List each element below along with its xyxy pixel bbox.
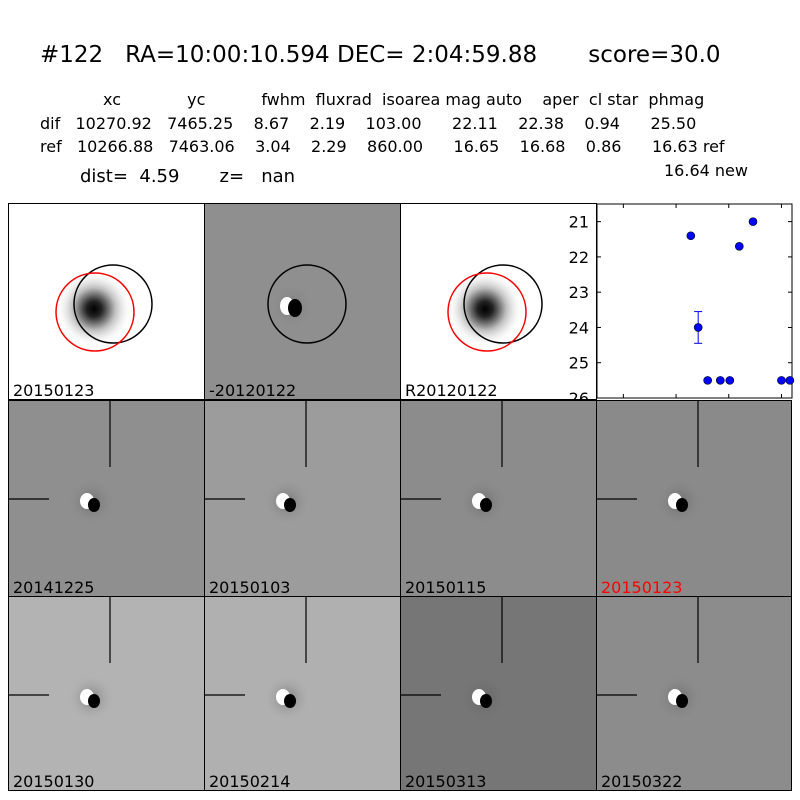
black-aperture-circle xyxy=(73,264,153,344)
panel-date-label: 20150313 xyxy=(405,772,487,791)
data-point xyxy=(703,376,712,385)
column-headers: xc yc fwhm fluxrad isoarea mag auto aper… xyxy=(103,90,705,109)
epoch-cutout-panel: 20150214 xyxy=(204,596,401,791)
panel-date-label: 20150123 xyxy=(13,381,95,400)
data-point xyxy=(777,376,786,385)
epoch-cutout-image xyxy=(401,401,507,526)
epoch-cutout-image xyxy=(9,401,115,526)
data-point xyxy=(785,376,795,385)
new-mag-row: 16.64 new xyxy=(664,161,748,180)
epoch-cutout-panel: 20150115 xyxy=(400,400,597,597)
black-aperture-circle xyxy=(267,264,347,344)
epoch-cutout-image xyxy=(205,597,311,722)
red-aperture-circle xyxy=(55,272,135,352)
epoch-cutout-panel: 20150123 xyxy=(596,400,792,597)
plot-area xyxy=(596,203,793,399)
y-tick-label: 22 xyxy=(569,248,589,267)
epoch-cutout-panel: 20150322 xyxy=(596,596,792,791)
epoch-cutout-panel: 20141225 xyxy=(8,400,205,597)
dipole-negative xyxy=(88,694,100,708)
dipole-negative xyxy=(88,498,100,512)
red-aperture-circle xyxy=(447,272,527,352)
panel-date-label: -20120122 xyxy=(209,381,297,400)
dipole-negative xyxy=(284,694,296,708)
dipole-negative xyxy=(676,694,688,708)
panel-date-label: 20150214 xyxy=(209,772,291,791)
y-tick-label: 21 xyxy=(569,213,589,232)
y-tick-label: 24 xyxy=(569,318,589,337)
panel-date-label: R20120122 xyxy=(405,381,498,400)
epoch-cutout-image xyxy=(401,597,507,722)
panel-date-label: 20141225 xyxy=(13,578,95,597)
y-tick-label: 25 xyxy=(569,354,589,373)
data-point xyxy=(748,217,758,226)
dipole-negative xyxy=(480,498,492,512)
new-image-panel: 20150123 xyxy=(8,203,205,400)
ref-row: ref 10266.88 7463.06 3.04 2.29 860.00 16… xyxy=(40,137,725,156)
dipole-negative xyxy=(676,498,688,512)
panel-date-label: 20150115 xyxy=(405,578,487,597)
epoch-cutout-image xyxy=(9,597,115,722)
dipole-negative xyxy=(284,498,296,512)
panel-date-label: 20150130 xyxy=(13,772,95,791)
epoch-cutout-image xyxy=(205,401,311,526)
difference-image-cutout xyxy=(267,264,347,344)
panel-date-label: 20150123 xyxy=(601,578,683,597)
panel-date-label: 20150103 xyxy=(209,578,291,597)
epoch-cutout-panel: 20150103 xyxy=(204,400,401,597)
candidate-title: #122 RA=10:00:10.594 DEC= 2:04:59.88 sco… xyxy=(40,42,721,68)
epoch-cutout-panel: 20150313 xyxy=(400,596,597,791)
difference-image-panel: -20120122 xyxy=(204,203,401,400)
black-aperture-circle xyxy=(463,264,543,344)
data-point xyxy=(734,242,744,251)
epoch-cutout-image xyxy=(597,401,703,526)
data-point xyxy=(725,376,735,385)
reference-image-cutout xyxy=(447,264,543,352)
epoch-cutout-image xyxy=(597,597,703,722)
dif-row: dif 10270.92 7465.25 8.67 2.19 103.00 22… xyxy=(40,114,697,133)
new-image-cutout xyxy=(55,264,153,352)
epoch-cutout-panel: 20150130 xyxy=(8,596,205,791)
dipole-negative xyxy=(288,299,302,317)
data-point xyxy=(693,323,703,332)
data-point xyxy=(716,376,725,385)
dipole-negative xyxy=(480,694,492,708)
source-blob xyxy=(56,271,132,347)
dist-z-line: dist= 4.59 z= nan xyxy=(80,166,296,187)
data-point xyxy=(686,231,696,241)
panel-date-label: 20150322 xyxy=(601,772,683,791)
y-tick-label: 23 xyxy=(569,283,589,302)
